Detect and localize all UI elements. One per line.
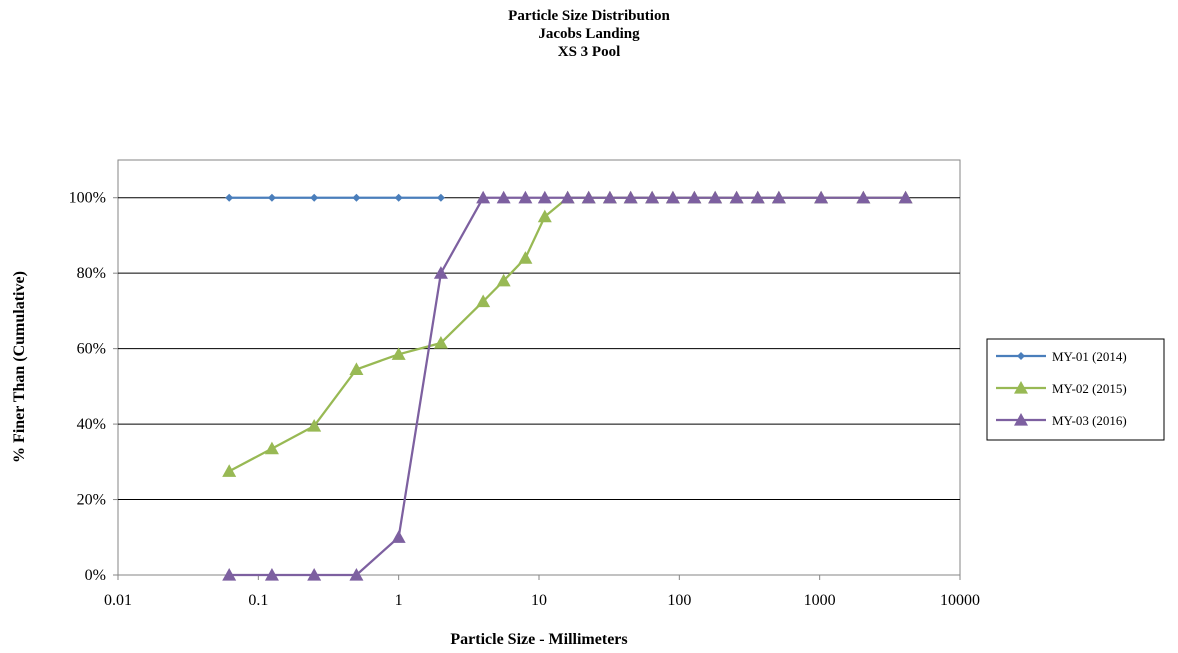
y-tick-label: 100% [69, 190, 106, 207]
legend-item: MY-03 (2016) [996, 413, 1127, 428]
x-tick-label: 1000 [804, 592, 836, 609]
x-tick-label: 100 [667, 592, 691, 609]
series-container [222, 190, 913, 581]
data-point [307, 568, 322, 581]
data-point [687, 190, 702, 204]
data-point [349, 362, 364, 375]
data-point [307, 418, 322, 432]
data-point [665, 190, 680, 204]
data-point [264, 441, 279, 455]
x-tick-label: 10000 [940, 592, 980, 609]
data-point [391, 530, 406, 543]
data-point [750, 190, 765, 204]
data-point [225, 193, 234, 202]
data-point [729, 190, 744, 204]
chart-title-line-1: Particle Size Distribution [508, 8, 670, 24]
data-point [518, 190, 533, 204]
legend-label: MY-02 (2015) [1052, 381, 1127, 396]
data-point [433, 335, 448, 349]
chart-title-line-3: XS 3 Pool [558, 44, 621, 60]
y-tick-label: 80% [77, 265, 106, 282]
data-point [1017, 352, 1025, 360]
data-point [394, 193, 403, 202]
data-point [1014, 381, 1028, 394]
x-tick-label: 1 [395, 592, 403, 609]
y-tick-label: 60% [77, 341, 106, 358]
data-point [476, 190, 491, 204]
data-point [349, 568, 364, 581]
data-point [518, 251, 533, 264]
x-tick-label: 0.1 [248, 592, 268, 609]
legend-label: MY-01 (2014) [1052, 349, 1127, 364]
data-point [222, 464, 237, 477]
legend: MY-01 (2014) MY-02 (2015) MY-03 (2016) [986, 338, 1165, 441]
data-point [496, 190, 511, 204]
data-point [391, 347, 406, 360]
x-tick-label: 10 [531, 592, 547, 609]
y-axis-title: % Finer Than (Cumulative) [11, 271, 28, 463]
data-point [433, 266, 448, 279]
data-point [771, 190, 786, 204]
data-point [352, 193, 361, 202]
data-point [602, 190, 617, 204]
data-point [476, 294, 491, 308]
data-point [1014, 413, 1028, 426]
data-point [436, 193, 445, 202]
data-point [537, 209, 552, 223]
x-tick-label: 0.01 [104, 592, 132, 609]
chart-title-line-2: Jacobs Landing [538, 26, 640, 42]
data-point [310, 193, 319, 202]
data-point [560, 190, 575, 204]
legend-item: MY-02 (2015) [996, 381, 1127, 396]
data-point [645, 190, 660, 204]
data-point [814, 190, 829, 204]
legend-item: MY-01 (2014) [996, 349, 1127, 364]
y-tick-label: 40% [77, 416, 106, 433]
y-axis: 0% 20% 40% 60% 80% 100% [69, 190, 118, 584]
legend-label: MY-03 (2016) [1052, 413, 1127, 428]
plot-area [117, 159, 961, 576]
data-point [264, 568, 279, 581]
series-1 [225, 193, 445, 202]
x-axis-title: Particle Size - Millimeters [450, 631, 627, 648]
data-point [581, 190, 596, 204]
data-point [267, 193, 276, 202]
data-point [856, 190, 871, 204]
data-point [537, 190, 552, 204]
chart-title: Particle Size Distribution Jacobs Landin… [508, 8, 670, 60]
data-point [222, 568, 237, 581]
y-tick-label: 20% [77, 492, 106, 509]
data-point [898, 190, 913, 204]
series-3 [222, 190, 913, 581]
data-point [496, 273, 511, 287]
y-tick-label: 0% [85, 567, 106, 584]
data-point [708, 190, 723, 204]
data-point [623, 190, 638, 204]
